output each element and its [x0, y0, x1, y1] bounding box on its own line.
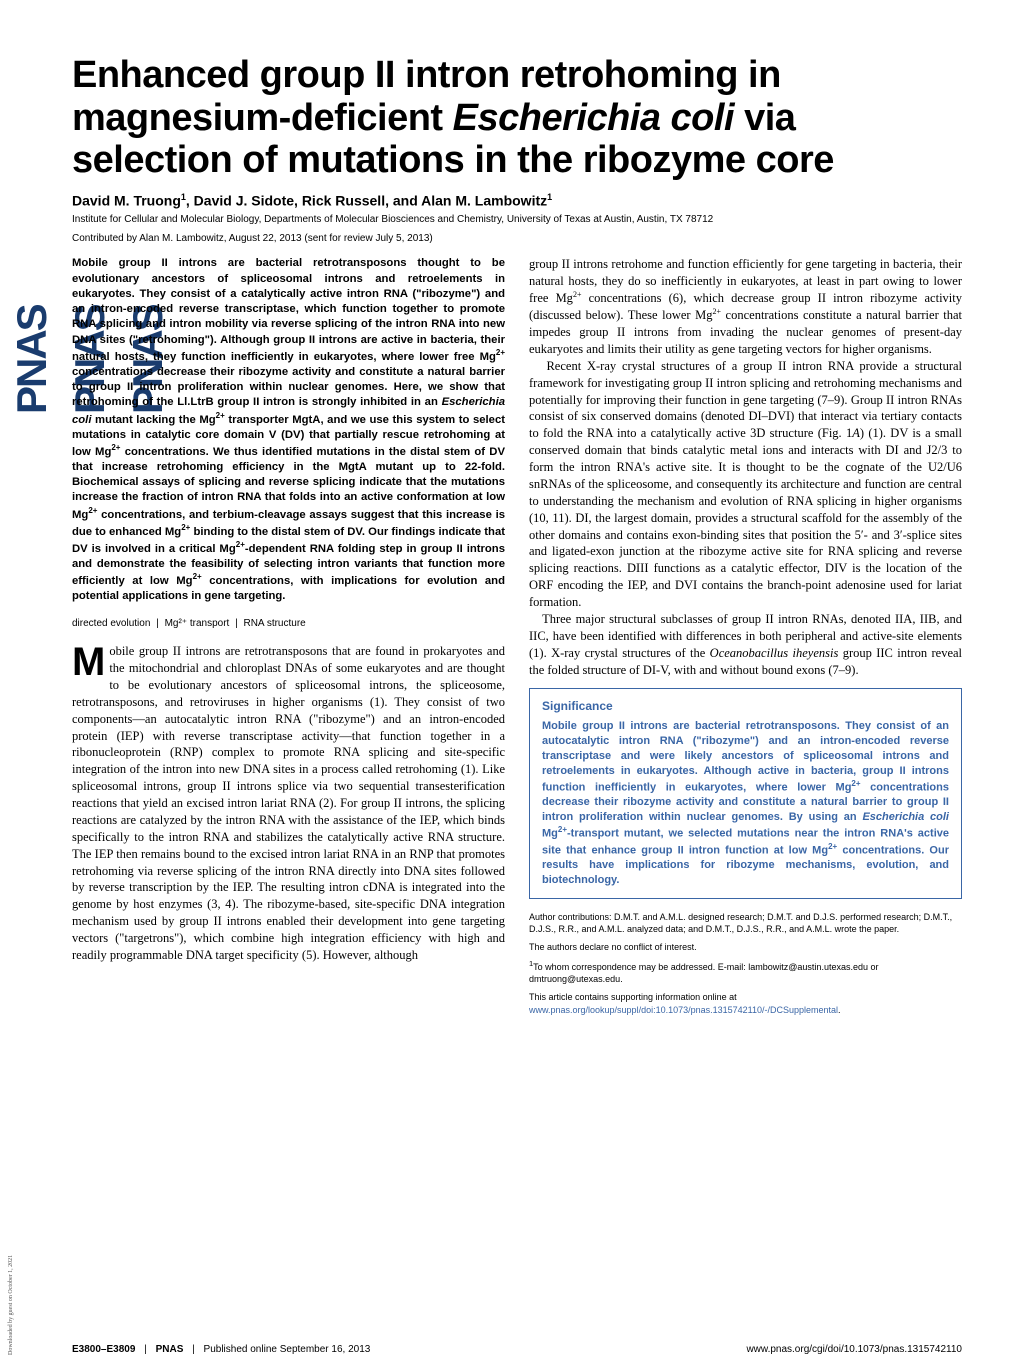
doi-url: www.pnas.org/cgi/doi/10.1073/pnas.131574…	[746, 1344, 962, 1355]
significance-body: Mobile group II introns are bacterial re…	[542, 719, 949, 887]
pnas-logo: PNAS PNAS PNAS	[8, 60, 58, 660]
keyword-2: Mg²⁺ transport	[165, 618, 230, 629]
affiliation: Institute for Cellular and Molecular Bio…	[72, 214, 962, 225]
keyword-sep: |	[235, 618, 238, 629]
authors: David M. Truong1, David J. Sidote, Rick …	[72, 192, 962, 209]
body-text-left: Mobile group II introns are retrotranspo…	[72, 643, 505, 964]
supporting-info: This article contains supporting informa…	[529, 991, 962, 1015]
article-title: Enhanced group II intron retrohoming in …	[72, 54, 962, 182]
significance-box: Significance Mobile group II introns are…	[529, 688, 962, 898]
author-contributions: Author contributions: D.M.T. and A.M.L. …	[529, 911, 962, 935]
footer-left: E3800–E3809 | PNAS | Published online Se…	[72, 1344, 370, 1355]
abstract: Mobile group II introns are bacterial re…	[72, 256, 505, 604]
keyword-sep: |	[156, 618, 159, 629]
left-column: Mobile group II introns are bacterial re…	[72, 256, 505, 1021]
right-column: group II introns retrohome and function …	[529, 256, 962, 1021]
body-text-right-top: group II introns retrohome and function …	[529, 256, 962, 678]
conflict-statement: The authors declare no conflict of inter…	[529, 941, 962, 953]
pub-date: Published online September 16, 2013	[204, 1344, 371, 1355]
supp-link[interactable]: www.pnas.org/lookup/suppl/doi:10.1073/pn…	[529, 1005, 838, 1015]
footer-right: www.pnas.org/cgi/doi/10.1073/pnas.131574…	[746, 1344, 962, 1355]
page-range: E3800–E3809	[72, 1344, 135, 1355]
page-footer: E3800–E3809 | PNAS | Published online Se…	[72, 1344, 962, 1355]
keyword-1: directed evolution	[72, 618, 150, 629]
two-column-layout: Mobile group II introns are bacterial re…	[72, 256, 962, 1021]
correspondence: 1To whom correspondence may be addressed…	[529, 959, 962, 985]
footer-sep: |	[192, 1344, 195, 1355]
significance-title: Significance	[542, 699, 949, 713]
keyword-3: RNA structure	[243, 618, 305, 629]
pnas-logo-text-1: PNAS	[8, 306, 56, 415]
page-content: Enhanced group II intron retrohoming in …	[72, 54, 962, 1327]
footer-pnas: PNAS	[156, 1344, 184, 1355]
footer-sep: |	[144, 1344, 147, 1355]
footnotes: Author contributions: D.M.T. and A.M.L. …	[529, 911, 962, 1016]
contributed-line: Contributed by Alan M. Lambowitz, August…	[72, 233, 962, 244]
supp-prefix: This article contains supporting informa…	[529, 992, 737, 1002]
supp-suffix: .	[838, 1005, 841, 1015]
keywords: directed evolution | Mg²⁺ transport | RN…	[72, 618, 505, 629]
download-watermark: Downloaded by guest on October 1, 2021	[8, 1255, 14, 1355]
